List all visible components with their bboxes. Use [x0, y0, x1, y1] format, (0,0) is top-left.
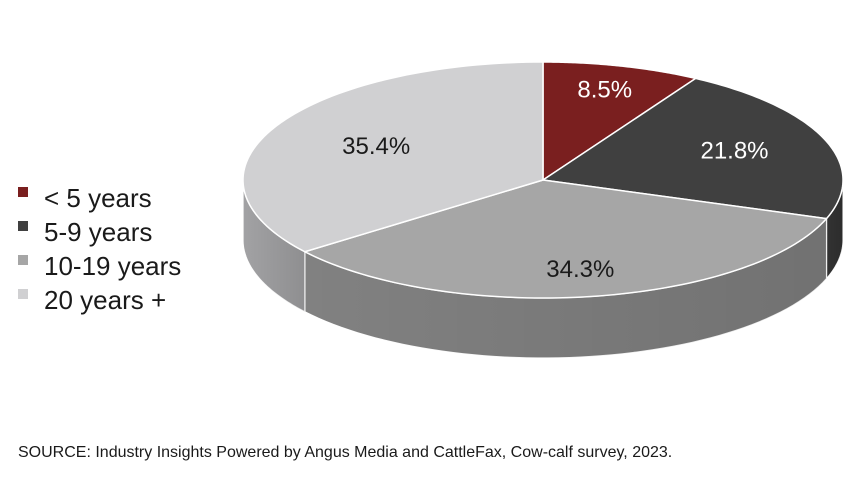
pie-data-labels: 8.5% 21.8% 34.3% 35.4% — [342, 77, 768, 284]
pie-slice-2 — [542, 77, 844, 220]
pie-slice-1 — [542, 61, 697, 181]
pie-side-shade-3 — [304, 218, 827, 358]
legend-swatch-2 — [18, 221, 28, 231]
pie-slice-3 — [304, 179, 828, 299]
data-label-1: 8.5% — [577, 77, 632, 104]
legend-swatch-4 — [18, 289, 28, 299]
pie-slice-4 — [242, 61, 544, 253]
data-label-2: 21.8% — [700, 138, 768, 165]
pie-side-shade-4 — [243, 180, 305, 312]
legend-label-1: < 5 years — [44, 183, 152, 213]
legend-swatch-3 — [18, 255, 28, 265]
data-label-4: 35.4% — [342, 133, 410, 160]
legend: < 5 years 5-9 years 10-19 years 20 years + — [18, 183, 181, 315]
source-note: SOURCE: Industry Insights Powered by Ang… — [18, 444, 672, 461]
legend-label-2: 5-9 years — [44, 217, 152, 247]
legend-swatch-1 — [18, 187, 28, 197]
pie-slices — [242, 61, 844, 299]
data-label-3: 34.3% — [546, 256, 614, 283]
legend-label-3: 10-19 years — [44, 251, 181, 281]
pie-side-shade-2 — [826, 180, 843, 279]
legend-label-4: 20 years + — [44, 285, 166, 315]
